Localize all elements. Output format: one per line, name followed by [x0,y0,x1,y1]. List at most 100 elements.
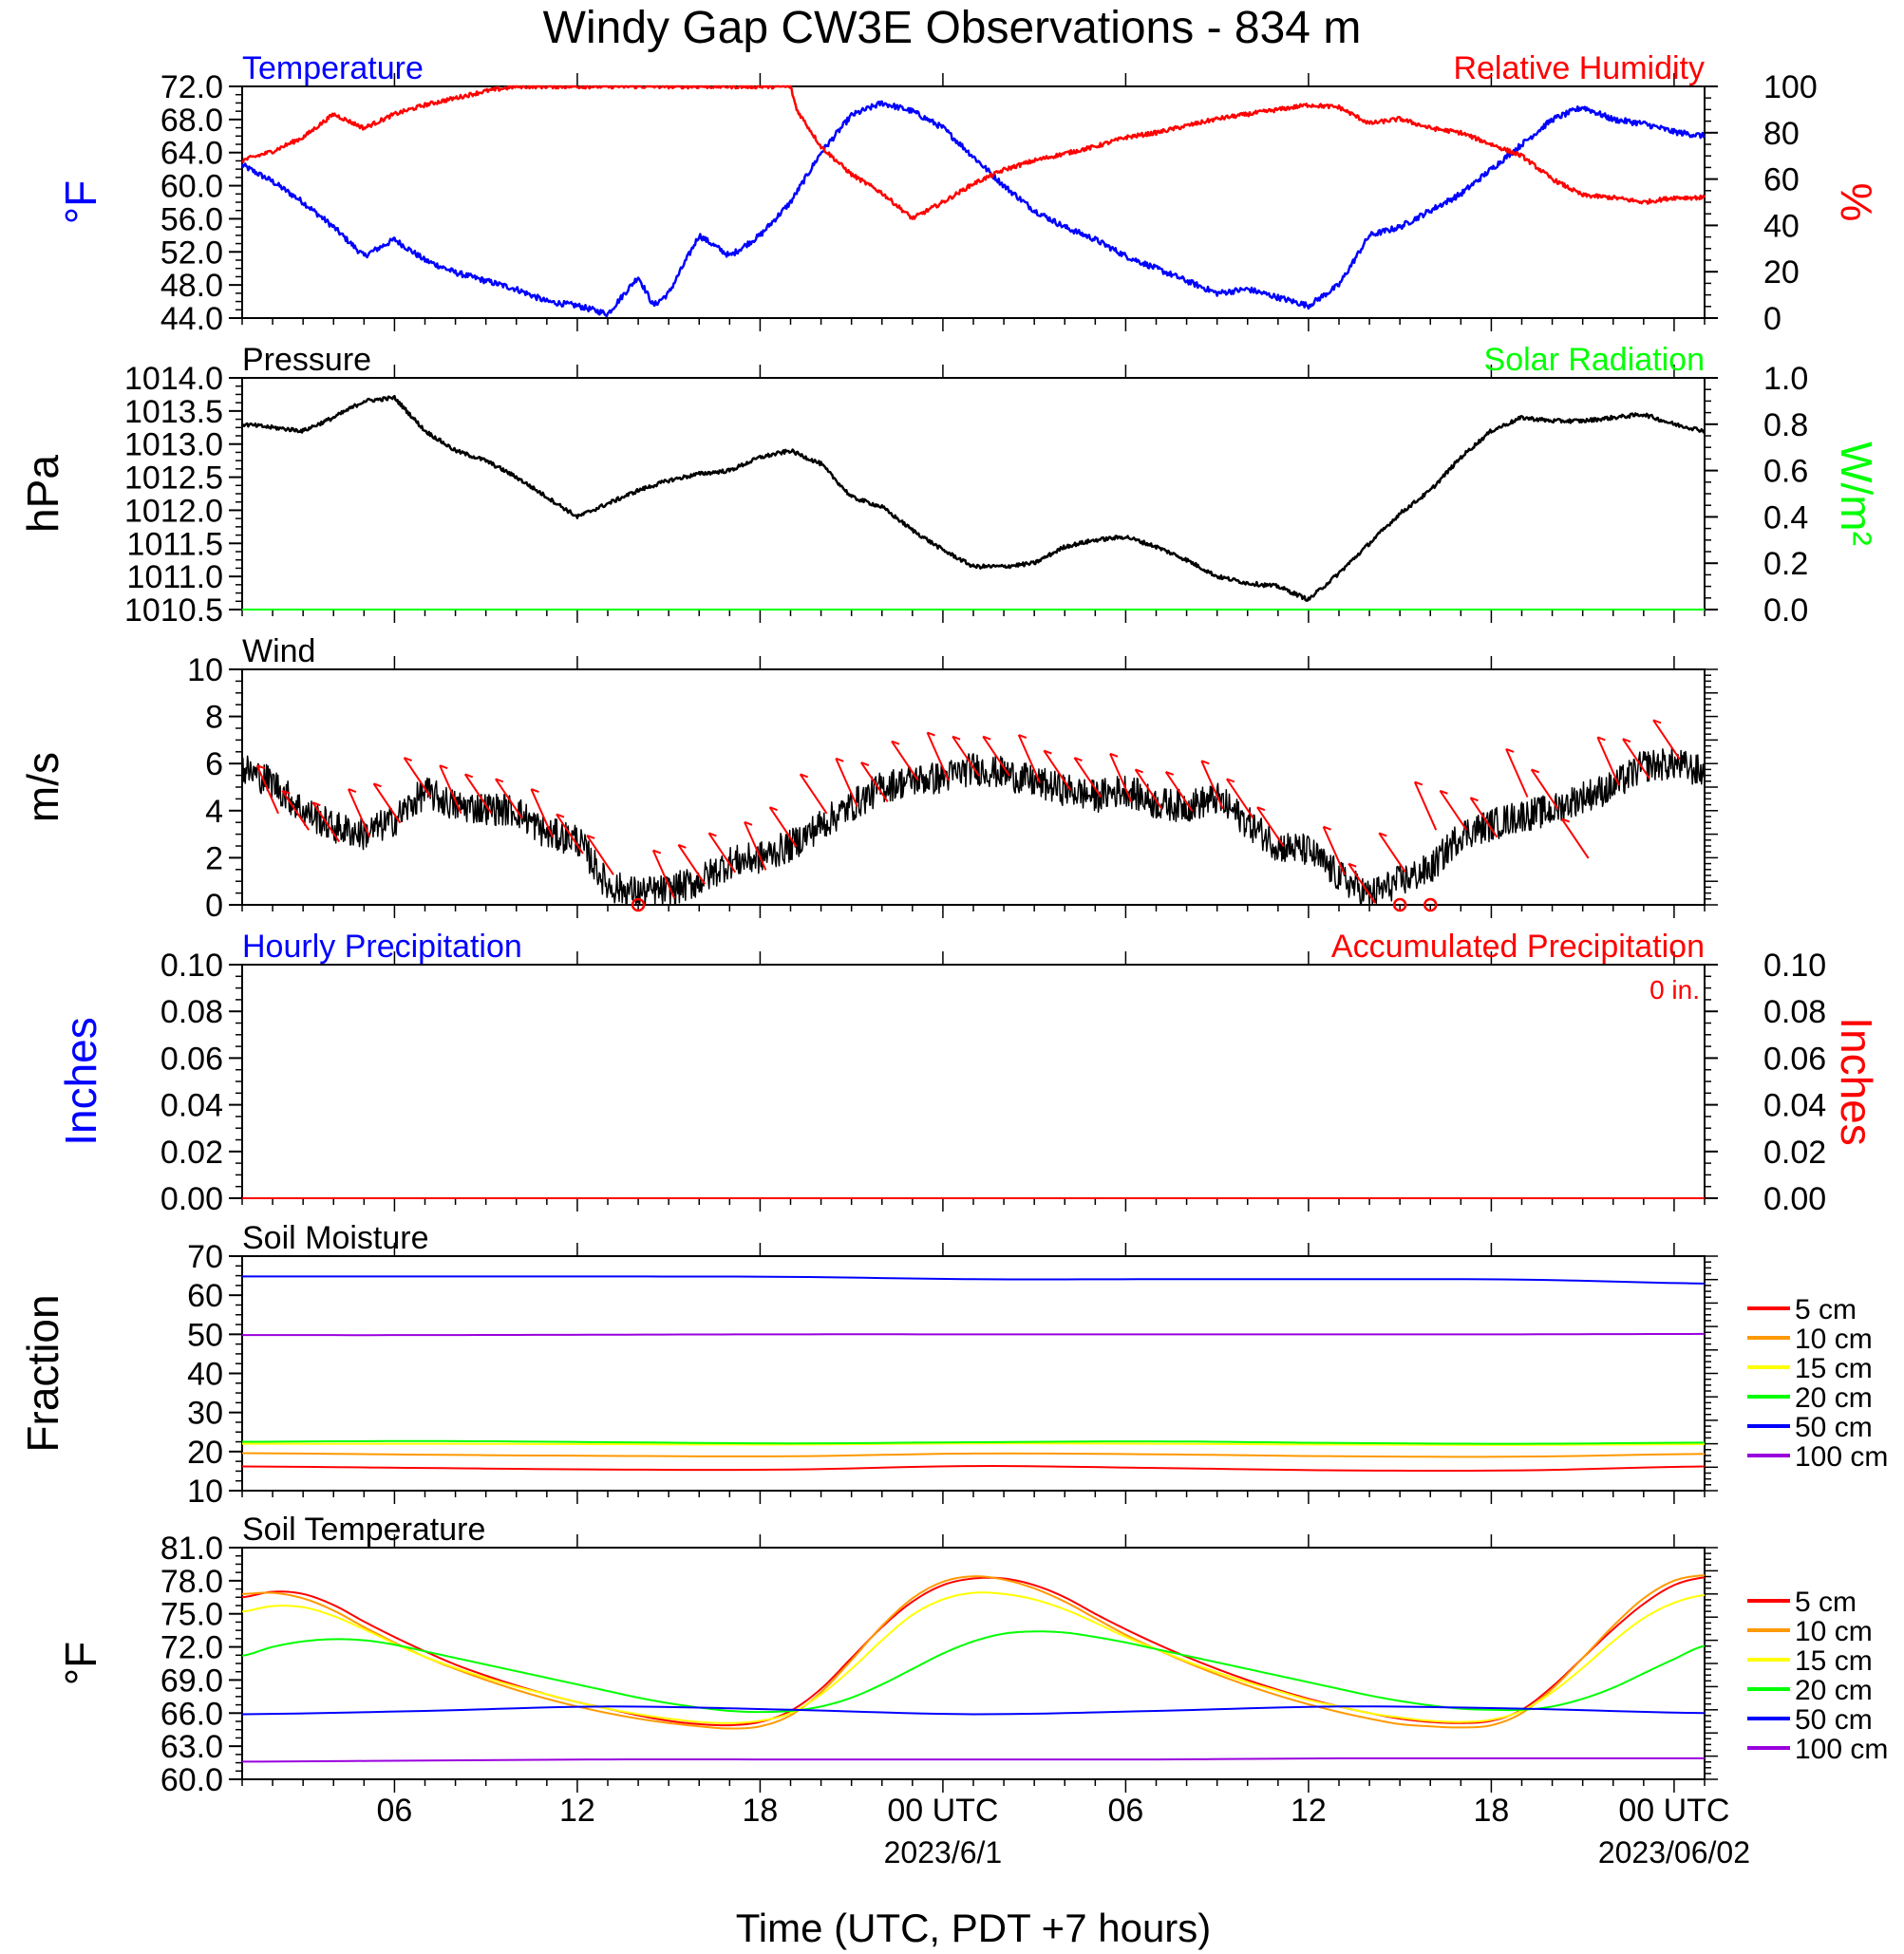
wind-barb [1530,768,1559,810]
precip-left-tick-label: 0.08 [160,994,223,1030]
wind-barb [586,835,614,875]
wind-barb [1413,781,1438,831]
pressure-left-tick-label: 1011.0 [127,559,223,595]
temp_rh-left-tick-label: 52.0 [160,235,223,271]
pressure-panel: 1014.01013.51013.01012.51012.01011.51011… [18,342,1881,629]
wind-panel: 10 8 6 4 2 0 Wind m/s [18,633,1718,924]
soil_temp-left-tick-label: 81.0 [160,1531,223,1567]
wind-barb-flag [1652,719,1662,724]
legend-label: 100 cm [1795,1441,1888,1473]
wind-barb-flag [800,773,809,779]
precip-right-unit: Inches [1832,1017,1881,1146]
soil_moisture-left-tick-label: 30 [187,1396,223,1432]
pressure-line [241,394,1706,602]
wind-barb-flag [1596,736,1606,742]
precip-left-tick-label: 0.00 [160,1181,223,1217]
soil_moisture-left-unit: Fraction [18,1294,67,1452]
wind-left-tick-label: 0 [205,888,223,924]
wind-barb [1560,817,1590,859]
soil_moisture-line-100cm [242,1332,1706,1337]
wind-barb-flag [556,813,565,818]
soil_temp-left-tick-label: 60.0 [160,1762,223,1798]
wind-barb [926,732,950,781]
wind-barb [891,741,919,781]
pressure-left-tick-label: 1012.5 [124,460,223,497]
wind-barb [1652,719,1681,761]
soil_temp-line-50cm [241,1705,1706,1716]
wind-barb-flag [586,834,595,839]
soil_moisture-left-tick-label: 10 [187,1474,223,1510]
wind-barb-flag [1378,832,1387,837]
soil_temp-left-tick-label: 66.0 [160,1696,223,1732]
temp_rh-left-tick-label: 48.0 [160,268,223,304]
precip-right-tick-label: 0.08 [1763,994,1826,1030]
pressure-left-title: Pressure [242,342,371,378]
precip-left-tick-label: 0.02 [160,1135,223,1171]
wind-barb [835,758,858,807]
soil_temp-left-unit: °F [56,1642,105,1686]
soil_moisture-left-tick-label: 70 [187,1239,223,1275]
wind-barb [1134,768,1163,810]
soil_temp-line-15cm [241,1591,1706,1724]
pressure-left-tick-label: 1010.5 [124,592,223,629]
temp_rh-left-tick-label: 72.0 [160,69,223,105]
wind-barb [982,736,1010,777]
soil_moisture-line-15cm [242,1442,1706,1446]
soil_temp-frame [241,1547,1706,1780]
temp_rh-left-tick-label: 68.0 [160,103,223,139]
wind-barb [952,736,980,777]
temp_rh-right-tick-label: 20 [1763,254,1800,291]
soil_temp-line-20cm [241,1630,1706,1714]
temp_rh-left-tick-label: 60.0 [160,169,223,205]
x-tick-label: 12 [559,1793,595,1829]
x-tick-label: 18 [1474,1793,1510,1829]
legend-label: 50 cm [1795,1412,1873,1443]
wind-barb [1439,790,1468,831]
wind-barb [1043,750,1072,791]
wind-barb-flag [1348,862,1357,868]
wind-frame [241,668,1706,906]
wind-barb-flag [439,764,448,770]
wind-barb [372,782,402,824]
pressure-left-tick-label: 1013.0 [124,427,223,463]
wind-barb [1256,806,1285,848]
x-axis-title: Time (UTC, PDT +7 hours) [736,1906,1212,1950]
soil_temp-line-100cm [241,1757,1705,1763]
wind-left-title: Wind [242,633,315,669]
wind-left-tick-label: 2 [205,840,223,876]
temp_rh-left-tick-label: 64.0 [160,136,223,172]
legend-label: 20 cm [1795,1382,1873,1414]
precip-left-tick-label: 0.06 [160,1041,223,1077]
wind-barb-flag [495,778,504,783]
chart-title: Windy Gap CW3E Observations - 834 m [542,3,1362,53]
wind-barb-flag [744,820,753,826]
wind-barb [1505,748,1529,798]
pressure-left-unit: hPa [18,455,67,533]
soil_moisture-left-title: Soil Moisture [242,1220,429,1256]
wind-barb-flag [373,782,382,788]
temp_rh-left-tick-label: 56.0 [160,201,223,237]
wind-barb-flag [1226,778,1235,783]
wind-barb [1200,760,1224,810]
precip-right-tick-label: 0.00 [1763,1181,1826,1217]
wind-barb-flag [1109,752,1119,758]
legend-label: 50 cm [1795,1704,1873,1736]
soil_temp-line-10cm [241,1574,1706,1730]
x-tick-date-label: 2023/6/1 [884,1835,1003,1869]
soil_moisture-left-tick-label: 40 [187,1357,223,1393]
wind-barb-flag [982,735,991,741]
wind-barb [1164,771,1194,812]
wind-barb [311,801,341,843]
precip-total-label: 0 in. [1650,975,1700,1005]
wind-barb [651,850,676,899]
wind-barb [1073,757,1103,799]
wind-barb-flag [1165,770,1175,776]
soil_moisture-left-tick-label: 50 [187,1317,223,1353]
temp_rh-right-tick-label: 0 [1763,301,1781,337]
wind-barb-flag [1440,789,1448,795]
wind-barb [1322,826,1346,875]
wind-barb-flag [860,761,870,766]
precip-right-tick-label: 0.06 [1763,1041,1826,1077]
x-tick-label: 00 UTC [887,1793,998,1829]
